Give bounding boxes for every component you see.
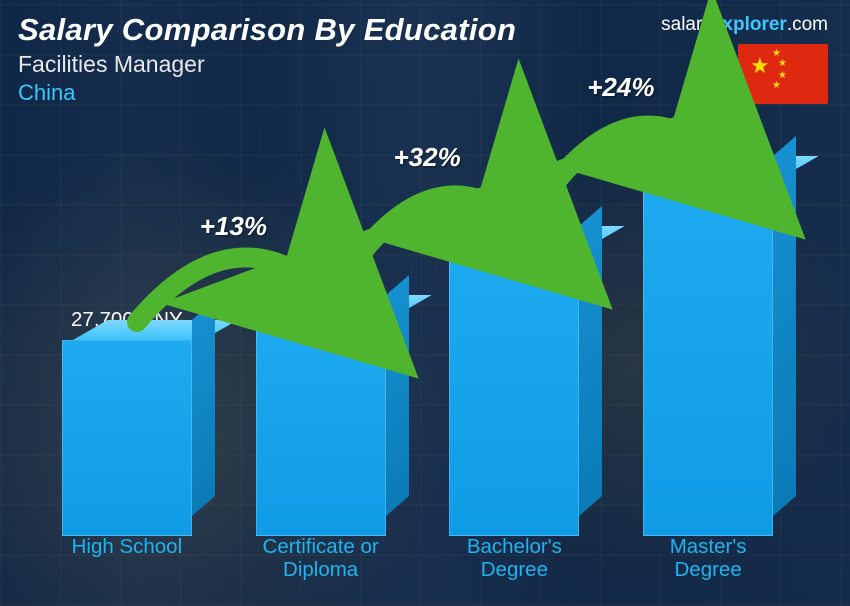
bar-front-face	[643, 176, 773, 536]
bar-front-face	[449, 246, 579, 536]
brand-suffix: .com	[787, 14, 828, 35]
country-label: China	[18, 80, 832, 106]
job-title: Facilities Manager	[18, 51, 832, 78]
category-labels: High SchoolCertificate orDiplomaBachelor…	[30, 536, 805, 586]
bar-3d	[643, 176, 773, 536]
category-label: Bachelor'sDegree	[418, 536, 612, 586]
star-icon: ★	[778, 58, 787, 69]
bar-side-face	[773, 136, 796, 516]
brand-label: salaryexplorer.com	[661, 14, 828, 36]
bar-side-face	[579, 206, 602, 516]
bar-side-face	[192, 300, 215, 516]
bar-item: 50,900 CNY	[611, 144, 805, 536]
category-label: Certificate orDiploma	[224, 536, 418, 586]
bar-3d	[256, 315, 386, 536]
brand-bold: explorer	[712, 14, 787, 35]
bar-group: 27,700 CNY 31,200 CNY 41,000 CNY 50,900 …	[30, 120, 805, 536]
star-icon: ★	[750, 53, 770, 79]
bar-item: 31,200 CNY	[224, 283, 418, 536]
category-label: High School	[30, 536, 224, 586]
bar-front-face	[256, 315, 386, 536]
brand-prefix: salary	[661, 14, 712, 35]
category-label: Master'sDegree	[611, 536, 805, 586]
star-icon: ★	[772, 80, 781, 91]
bar-chart: 27,700 CNY 31,200 CNY 41,000 CNY 50,900 …	[30, 120, 805, 586]
bar-3d	[449, 246, 579, 536]
china-flag-icon: ★ ★ ★ ★ ★	[738, 44, 828, 104]
bar-item: 27,700 CNY	[30, 308, 224, 536]
bar-3d	[62, 340, 192, 536]
bar-item: 41,000 CNY	[418, 214, 612, 536]
bar-front-face	[62, 340, 192, 536]
bar-side-face	[386, 275, 409, 516]
infographic-canvas: Salary Comparison By Education Facilitie…	[0, 0, 850, 606]
